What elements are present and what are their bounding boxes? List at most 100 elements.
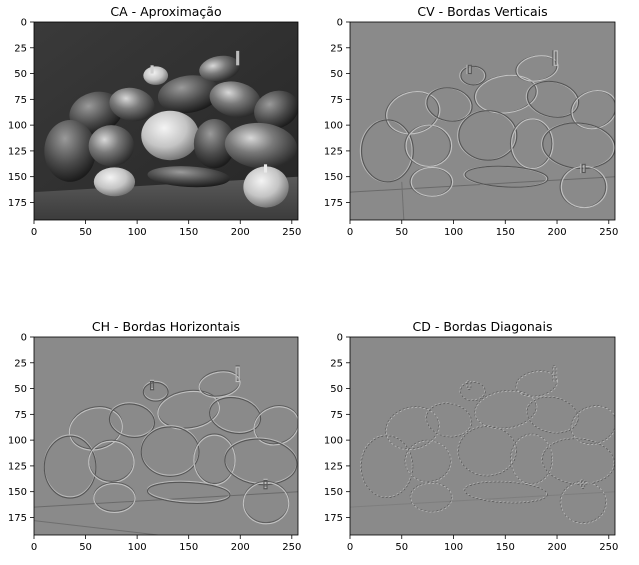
y-tick-label: 150: [8, 172, 27, 183]
pepper-shape: [108, 403, 156, 438]
subplot-horizontal-edges: CH - Bordas Horizontais 0 50 100 150 200 250 0 2…: [8, 319, 301, 553]
pepper-shape: [474, 390, 538, 430]
pepper-shape: [198, 371, 241, 398]
pepper-shape: [426, 87, 473, 122]
pepper-shape: [467, 380, 472, 390]
pepper-shape: [44, 119, 96, 182]
pepper-shape: [463, 480, 547, 503]
x-tick-label: 150: [496, 542, 515, 553]
subplot-title: CD - Bordas Diagonais: [413, 319, 553, 334]
x-tick-label: 150: [179, 542, 198, 553]
pepper-shape: [474, 389, 537, 429]
x-tick-label: 200: [231, 542, 250, 553]
pepper-shape: [93, 483, 136, 514]
x-tick-label: 100: [444, 542, 463, 553]
x-tick-label: 100: [128, 227, 147, 238]
x-tick-label: 0: [31, 227, 37, 238]
pepper-shape: [199, 55, 241, 82]
x-tick-label: 250: [282, 227, 301, 238]
pepper-shape: [526, 80, 580, 118]
image-approximation: [34, 22, 298, 220]
pepper-shape: [525, 396, 578, 433]
pepper-shape: [552, 365, 557, 381]
y-tick-label: 100: [324, 121, 343, 132]
pepper-shape: [361, 119, 414, 183]
pepper-shape: [243, 166, 289, 208]
pepper-shape: [466, 379, 471, 389]
pepper-shape: [542, 122, 615, 170]
pepper-shape: [559, 481, 607, 523]
y-tick-label: 125: [8, 461, 27, 472]
pepper-shape: [141, 110, 199, 161]
x-tick-label: 200: [547, 542, 566, 553]
pepper-shape: [581, 163, 586, 174]
image-background: [350, 337, 615, 535]
table-surface: [34, 176, 298, 220]
y-tick-label: 75: [330, 410, 343, 421]
pepper-shape: [458, 110, 518, 161]
pepper-shape: [385, 406, 439, 450]
pepper-shape: [254, 90, 298, 129]
pepper-shape: [150, 65, 154, 74]
y-tick-label: 25: [14, 43, 27, 54]
pepper-shape: [571, 406, 615, 445]
x-tick-label: 50: [79, 542, 92, 553]
y-tick-label: 75: [330, 95, 343, 106]
image-horizontal-edges: [34, 337, 298, 535]
pepper-shape: [149, 380, 155, 391]
y-tick-label: 50: [14, 69, 27, 80]
y-tick-label: 150: [324, 172, 343, 183]
image-vertical-edges: [350, 22, 615, 220]
pepper-shape: [526, 396, 579, 434]
pepper-shape: [426, 403, 473, 438]
y-tick-label: 0: [337, 333, 343, 344]
y-tick-label: 175: [324, 198, 343, 209]
y-tick-label: 125: [324, 146, 343, 157]
pepper-shape: [193, 118, 236, 169]
pepper-shape: [404, 439, 451, 482]
pepper-shape: [69, 91, 123, 134]
pepper-shape: [93, 167, 136, 197]
y-tick-label: 100: [324, 436, 343, 447]
pepper-shape: [140, 426, 200, 477]
pepper-shape: [516, 55, 559, 82]
pepper-shape: [157, 390, 220, 430]
pepper-shape: [235, 366, 240, 383]
pepper-shape: [147, 166, 230, 188]
y-tick-label: 50: [330, 69, 343, 80]
x-tick-label: 150: [179, 227, 198, 238]
pepper-shape: [464, 165, 549, 188]
x-tick-label: 250: [599, 542, 618, 553]
y-tick-label: 150: [8, 487, 27, 498]
y-tick-label: 125: [8, 146, 27, 157]
x-tick-label: 0: [347, 227, 353, 238]
pepper-shape: [88, 125, 135, 167]
image-diagonal-edges: [350, 337, 615, 535]
x-tick-label: 100: [444, 227, 463, 238]
edge-line: [401, 181, 405, 220]
x-tick-label: 50: [395, 227, 408, 238]
pepper-shape: [581, 479, 586, 489]
pepper-shape: [511, 118, 554, 169]
y-tick-label: 150: [324, 487, 343, 498]
pepper-shape: [580, 478, 585, 488]
pepper-shape: [146, 481, 231, 504]
y-tick-label: 0: [337, 18, 343, 29]
pepper-shape: [467, 64, 472, 75]
subplot-title: CV - Bordas Verticais: [417, 4, 547, 19]
pepper-shape: [464, 481, 548, 504]
axes-frame: [33, 21, 299, 221]
subplot-title: CH - Bordas Horizontais: [92, 319, 240, 334]
pepper-shape: [209, 397, 262, 435]
x-tick-label: 0: [347, 542, 353, 553]
table-edge: [350, 491, 615, 508]
pepper-shape: [458, 426, 517, 477]
pepper-shape: [405, 124, 453, 167]
y-tick-label: 25: [14, 358, 27, 369]
pepper-shape: [571, 90, 615, 130]
subplot-diagonal-edges: CD - Bordas Diagonais 0 50 100 150 200 250 0 25 5…: [324, 319, 618, 553]
x-tick-label: 0: [31, 542, 37, 553]
pepper-shape: [224, 122, 297, 169]
y-tick-label: 175: [8, 198, 27, 209]
